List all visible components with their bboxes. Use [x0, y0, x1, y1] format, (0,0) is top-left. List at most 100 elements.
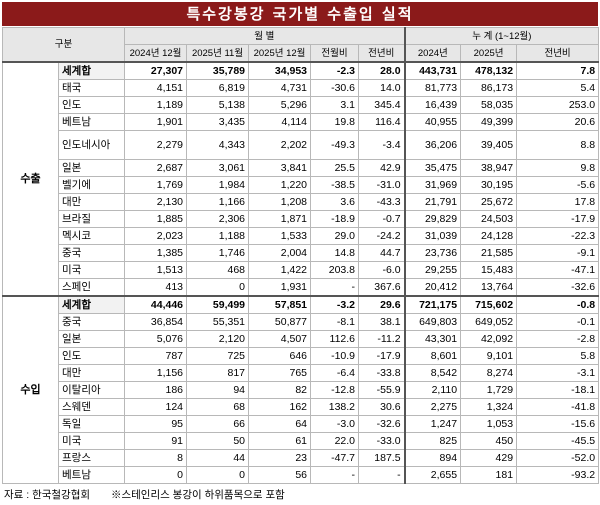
value-cell: -32.6	[516, 278, 600, 297]
value-cell: 5,296	[248, 96, 312, 114]
value-cell: -18.9	[310, 210, 360, 228]
value-cell: 29,255	[403, 261, 462, 279]
table-row: 프랑스 8 44 23 -47.7 187.5 894 429 -52.0	[3, 449, 600, 467]
value-cell: 1,208	[248, 193, 312, 211]
table-row: 인도 1,189 5,138 5,296 3.1 345.4 16,439 58,035 253…	[3, 96, 600, 114]
value-cell: 29.0	[310, 227, 360, 245]
value-cell: 25,672	[460, 193, 518, 211]
value-cell: -55.9	[358, 381, 406, 399]
value-cell: 4,731	[248, 79, 312, 97]
value-cell: 82	[248, 381, 312, 399]
value-cell: -3.0	[310, 415, 360, 433]
value-cell: 1,871	[248, 210, 312, 228]
value-cell: 1,729	[460, 381, 518, 399]
value-cell: 8	[124, 449, 188, 467]
value-cell: 36,854	[124, 313, 188, 331]
value-cell: 31,969	[403, 176, 462, 194]
value-cell: 1,188	[186, 227, 250, 245]
value-cell: 413	[124, 278, 188, 297]
export-section-label: 수출	[2, 61, 59, 297]
value-cell: 1,746	[186, 244, 250, 262]
value-cell: 31,039	[403, 227, 462, 245]
value-cell: 81,773	[403, 79, 462, 97]
value-cell: 8,274	[460, 364, 518, 382]
value-cell: 1,385	[124, 244, 188, 262]
value-cell: -0.1	[516, 313, 600, 331]
table-row: 독일 95 66 64 -3.0 -32.6 1,247 1,053 -15.6	[3, 415, 600, 433]
value-cell: -12.8	[310, 381, 360, 399]
value-cell: 1,422	[248, 261, 312, 279]
value-cell: -15.6	[516, 415, 600, 433]
value-cell: 8,601	[403, 347, 462, 365]
table-row: 대만 2,130 1,166 1,208 3.6 -43.3 21,791 25,672 17.…	[3, 193, 600, 211]
table-row: 이탈리아 186 94 82 -12.8 -55.9 2,110 1,729 -18.1	[3, 381, 600, 399]
value-cell: 42,092	[460, 330, 518, 348]
country-name: 일본	[57, 159, 126, 177]
value-cell: 468	[186, 261, 250, 279]
table-row: 벨기에 1,769 1,984 1,220 -38.5 -31.0 31,969 30,195…	[3, 176, 600, 194]
value-cell: 721,175	[403, 295, 462, 314]
value-cell: -41.8	[516, 398, 600, 416]
value-cell: 2,130	[124, 193, 188, 211]
value-cell: 36,206	[403, 130, 462, 160]
table-row: 인도네시아 2,279 4,343 2,202 -49.3 -3.4 36,206 39,40…	[3, 130, 600, 160]
value-cell: 187.5	[358, 449, 406, 467]
value-cell: -6.4	[310, 364, 360, 382]
value-cell: 44,446	[124, 295, 188, 314]
value-cell: -11.2	[358, 330, 406, 348]
value-cell: 91	[124, 432, 188, 450]
value-cell: -47.7	[310, 449, 360, 467]
value-cell: 42.9	[358, 159, 406, 177]
country-name: 인도네시아	[57, 130, 126, 160]
table-row: 스페인 413 0 1,931-367.6 20,412 13,764 -32.6	[3, 278, 600, 297]
value-cell: 21,791	[403, 193, 462, 211]
value-cell: 28.0	[358, 61, 406, 80]
table-row: 멕시코 2,023 1,188 1,533 29.0 -24.2 31,039 24,128-…	[3, 227, 600, 245]
cumulative-header: 누 계 (1~12월)	[403, 27, 600, 45]
value-cell: 50	[186, 432, 250, 450]
column-header: 2024년	[403, 44, 462, 63]
value-cell: 13,764	[460, 278, 518, 297]
value-cell: 5.8	[516, 347, 600, 365]
value-cell: -30.6	[310, 79, 360, 97]
table-row: 베트남 0 0 56- -2,655 181 -93.2	[3, 466, 600, 484]
table-row: 수입 세계합 44,446 59,499 57,851 -3.2 29.6 721,175 71…	[2, 295, 600, 484]
table-row: 수출 세계합 27,307 35,789 34,953 -2.3 28.0 443,731 47…	[2, 61, 600, 297]
value-cell: 29,829	[403, 210, 462, 228]
value-cell: 649,803	[403, 313, 462, 331]
value-cell: 17.8	[516, 193, 600, 211]
value-cell: 44.7	[358, 244, 406, 262]
table-row: 일본 2,687 3,061 3,841 25.5 42.9 35,475 38,947 9.8	[3, 159, 600, 177]
value-cell: 16,439	[403, 96, 462, 114]
value-cell: 2,275	[403, 398, 462, 416]
table-row: 브라질 1,885 2,306 1,871 -18.9 -0.7 29,829 24,503-…	[3, 210, 600, 228]
country-name: 대만	[57, 193, 126, 211]
value-cell: 1,984	[186, 176, 250, 194]
value-cell: -6.0	[358, 261, 406, 279]
table-row: 미국 91 50 61 22.0 -33.0 825 450 -45.5	[3, 432, 600, 450]
value-cell: 94	[186, 381, 250, 399]
value-cell: -0.7	[358, 210, 406, 228]
value-cell: -43.3	[358, 193, 406, 211]
value-cell: 7.8	[516, 61, 600, 80]
value-cell: 57,851	[248, 295, 312, 314]
table-row: 중국 1,385 1,746 2,004 14.8 44.7 23,736 21,585 -9.…	[3, 244, 600, 262]
value-cell: 22.0	[310, 432, 360, 450]
value-cell: 1,931	[248, 278, 312, 297]
value-cell: 6,819	[186, 79, 250, 97]
value-cell: -2.8	[516, 330, 600, 348]
value-cell: 138.2	[310, 398, 360, 416]
value-cell: 55,351	[186, 313, 250, 331]
footer: 자료 : 한국철강협회 ※스테인리스 봉강이 하위품목으로 포함	[4, 488, 596, 502]
value-cell: -31.0	[358, 176, 406, 194]
value-cell: -9.1	[516, 244, 600, 262]
value-cell: 1,885	[124, 210, 188, 228]
column-header: 2025년	[460, 44, 518, 63]
value-cell: 61	[248, 432, 312, 450]
value-cell: 5,076	[124, 330, 188, 348]
value-cell: 95	[124, 415, 188, 433]
value-cell: 20.6	[516, 113, 600, 131]
trade-table: 구분 월 별 누 계 (1~12월) 2024년 12월 2025년 11월 202…	[1, 27, 600, 484]
country-name: 베트남	[57, 113, 126, 131]
value-cell: 162	[248, 398, 312, 416]
